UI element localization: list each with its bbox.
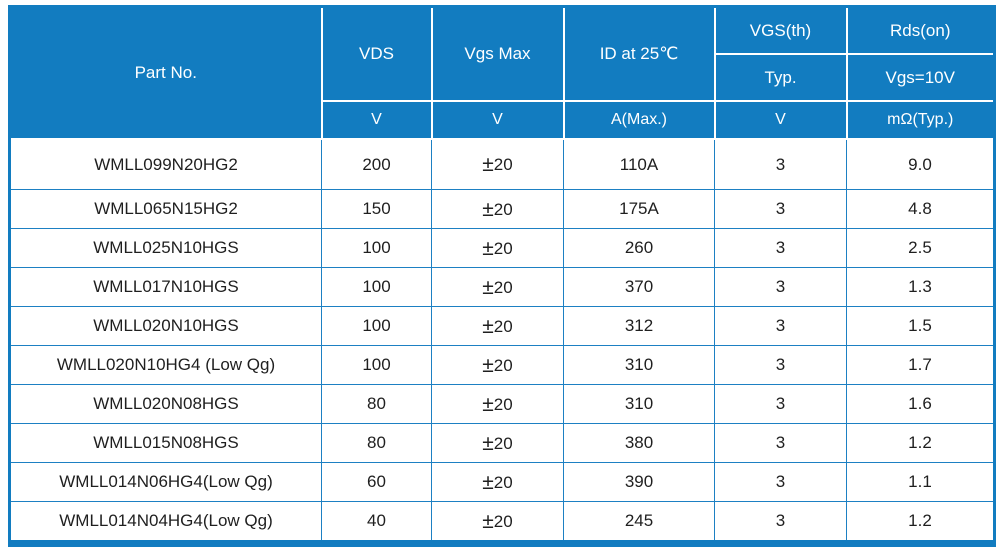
cell-vgs-max: ±20 [431, 306, 564, 346]
cell-rds-on: 1.7 [846, 345, 995, 385]
cell-vds: 60 [321, 462, 432, 502]
cell-part-no: WMLL025N10HGS [9, 228, 322, 268]
cell-part-no: WMLL020N08HGS [9, 384, 322, 424]
table-row: WMLL020N10HG4 (Low Qg) 100 ±20 310 3 1.7 [9, 345, 995, 385]
cell-id-25c: 175A [563, 189, 715, 229]
cell-vds: 100 [321, 228, 432, 268]
cell-vgs-max: ±20 [431, 189, 564, 229]
cell-id-25c: 312 [563, 306, 715, 346]
cell-vgs-th: 3 [714, 228, 847, 268]
header-vgs-th: VGS(th) [713, 5, 848, 55]
header-part-no: Part No. [8, 5, 323, 140]
table-row: WMLL025N10HGS 100 ±20 260 3 2.5 [9, 228, 995, 268]
header-vgs-max: Vgs Max [430, 5, 565, 102]
cell-id-25c: 380 [563, 423, 715, 463]
mosfet-spec-table-wrap: Part No. VDS Vgs Max ID at 25℃ VGS(th) R… [8, 5, 996, 547]
table-row: WMLL065N15HG2 150 ±20 175A 3 4.8 [9, 189, 995, 229]
plus-minus-sign: ± [482, 275, 494, 299]
plus-minus-sign: ± [482, 431, 494, 455]
cell-rds-on: 2.5 [846, 228, 995, 268]
table-row: WMLL015N08HGS 80 ±20 380 3 1.2 [9, 423, 995, 463]
cell-part-no: WMLL015N08HGS [9, 423, 322, 463]
unit-vgs-max: V [430, 100, 565, 140]
unit-vds: V [320, 100, 433, 140]
cell-vds: 80 [321, 423, 432, 463]
cell-part-no: WMLL017N10HGS [9, 267, 322, 307]
header-rds-on: Rds(on) [845, 5, 996, 55]
cell-id-25c: 260 [563, 228, 715, 268]
cell-part-no: WMLL014N04HG4(Low Qg) [9, 501, 322, 544]
cell-id-25c: 110A [563, 138, 715, 190]
cell-rds-on: 1.2 [846, 423, 995, 463]
plus-minus-sign: ± [482, 392, 494, 416]
plus-minus-sign: ± [482, 153, 494, 176]
mosfet-spec-table: Part No. VDS Vgs Max ID at 25℃ VGS(th) R… [8, 5, 996, 547]
cell-id-25c: 310 [563, 345, 715, 385]
cell-vgs-th: 3 [714, 306, 847, 346]
cell-part-no: WMLL014N06HG4(Low Qg) [9, 462, 322, 502]
cell-vds: 100 [321, 267, 432, 307]
cell-vgs-max: ±20 [431, 462, 564, 502]
cell-vds: 100 [321, 345, 432, 385]
cell-vgs-th: 3 [714, 384, 847, 424]
header-vds: VDS [320, 5, 433, 102]
header-vgs-th-sub: Typ. [713, 53, 848, 102]
cell-vds: 40 [321, 501, 432, 544]
cell-vgs-max: ±20 [431, 345, 564, 385]
cell-id-25c: 370 [563, 267, 715, 307]
cell-vgs-th: 3 [714, 462, 847, 502]
table-row: WMLL020N10HGS 100 ±20 312 3 1.5 [9, 306, 995, 346]
cell-part-no: WMLL099N20HG2 [9, 138, 322, 190]
cell-part-no: WMLL020N10HG4 (Low Qg) [9, 345, 322, 385]
cell-rds-on: 9.0 [846, 138, 995, 190]
cell-id-25c: 245 [563, 501, 715, 544]
cell-vgs-max: ±20 [431, 501, 564, 544]
plus-minus-sign: ± [482, 470, 494, 494]
table-body: WMLL099N20HG2 200 ±20 110A 3 9.0 WMLL065N15HG2… [9, 138, 995, 544]
cell-vgs-th: 3 [714, 501, 847, 544]
unit-vgs-th: V [713, 100, 848, 140]
cell-vgs-max: ±20 [431, 228, 564, 268]
cell-rds-on: 1.5 [846, 306, 995, 346]
plus-minus-sign: ± [482, 197, 494, 221]
cell-rds-on: 1.2 [846, 501, 995, 544]
cell-vgs-th: 3 [714, 345, 847, 385]
cell-vgs-max: ±20 [431, 423, 564, 463]
table-row: WMLL014N04HG4(Low Qg) 40 ±20 245 3 1.2 [9, 501, 995, 544]
table-row: WMLL020N08HGS 80 ±20 310 3 1.6 [9, 384, 995, 424]
table-row: WMLL099N20HG2 200 ±20 110A 3 9.0 [9, 138, 995, 190]
cell-id-25c: 310 [563, 384, 715, 424]
plus-minus-sign: ± [482, 353, 494, 377]
cell-vgs-th: 3 [714, 267, 847, 307]
unit-id-25c: A(Max.) [562, 100, 716, 140]
cell-vds: 150 [321, 189, 432, 229]
cell-vds: 80 [321, 384, 432, 424]
cell-rds-on: 1.1 [846, 462, 995, 502]
table-row: WMLL017N10HGS 100 ±20 370 3 1.3 [9, 267, 995, 307]
plus-minus-sign: ± [482, 236, 494, 260]
header-id-25c: ID at 25℃ [562, 5, 716, 102]
cell-vgs-th: 3 [714, 423, 847, 463]
cell-vgs-max: ±20 [431, 138, 564, 190]
cell-part-no: WMLL020N10HGS [9, 306, 322, 346]
table-header: Part No. VDS Vgs Max ID at 25℃ VGS(th) R… [8, 5, 996, 140]
table-row: WMLL014N06HG4(Low Qg) 60 ±20 390 3 1.1 [9, 462, 995, 502]
cell-rds-on: 4.8 [846, 189, 995, 229]
cell-vgs-th: 3 [714, 138, 847, 190]
header-rds-on-sub: Vgs=10V [845, 53, 996, 102]
unit-rds-on: mΩ(Typ.) [845, 100, 996, 140]
cell-vgs-max: ±20 [431, 267, 564, 307]
plus-minus-sign: ± [482, 509, 494, 533]
cell-vgs-max: ±20 [431, 384, 564, 424]
cell-vgs-th: 3 [714, 189, 847, 229]
cell-rds-on: 1.6 [846, 384, 995, 424]
cell-id-25c: 390 [563, 462, 715, 502]
plus-minus-sign: ± [482, 314, 494, 338]
cell-rds-on: 1.3 [846, 267, 995, 307]
cell-vds: 200 [321, 138, 432, 190]
cell-vds: 100 [321, 306, 432, 346]
cell-part-no: WMLL065N15HG2 [9, 189, 322, 229]
